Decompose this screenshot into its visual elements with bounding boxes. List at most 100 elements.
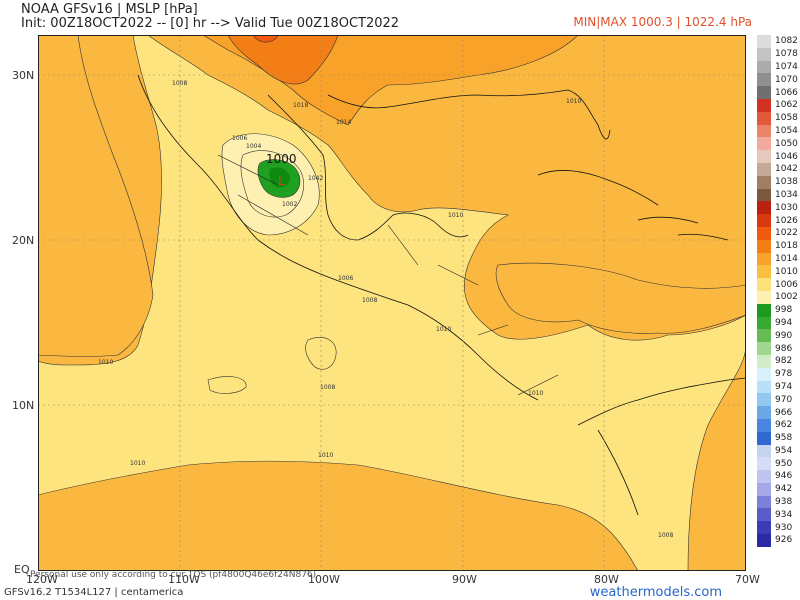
legend-label: 1010 (775, 266, 798, 277)
legend-item: 1006 (757, 278, 798, 291)
legend-item: 938 (757, 495, 797, 509)
isobar-label: 1010 (98, 359, 113, 366)
legend-label: 998 (775, 305, 793, 316)
legend-label: 962 (775, 420, 793, 431)
legend-item: 1042 (757, 162, 798, 176)
legend-swatch (757, 406, 771, 419)
legend-label: 1054 (775, 125, 798, 136)
legend-item: 982 (757, 354, 797, 368)
legend-swatch (757, 226, 771, 240)
legend-item: 1054 (757, 124, 798, 138)
isobar-label: 1006 (232, 135, 247, 142)
legend-item: 1046 (757, 150, 798, 163)
legend-swatch (757, 418, 771, 432)
legend-label: 938 (775, 497, 793, 508)
isobar-label: 1008 (320, 384, 335, 391)
legend-item: 974 (757, 380, 797, 394)
legend-label: 986 (775, 343, 793, 354)
legend-item: 962 (757, 418, 797, 432)
legend-label: 1082 (775, 36, 798, 47)
legend-swatch (757, 137, 771, 151)
isobar-label: 1002 (282, 201, 297, 208)
legend-swatch (757, 495, 771, 509)
isobar-label: 1008 (172, 80, 187, 87)
legend-swatch (757, 86, 771, 99)
legend-swatch (757, 508, 771, 522)
disclaimer: Personal use only according to cur TOS (… (30, 570, 317, 580)
legend-label: 930 (775, 522, 793, 533)
legend-label: 942 (775, 484, 793, 495)
legend-item: 990 (757, 329, 797, 343)
legend-swatch (757, 290, 771, 304)
legend-label: 1066 (775, 87, 798, 98)
isobar-label: 1004 (246, 143, 261, 150)
legend-label: 946 (775, 471, 793, 482)
legend-swatch (757, 329, 771, 343)
legend-item: 1026 (757, 214, 798, 227)
legend-swatch (757, 124, 771, 138)
legend-swatch (757, 265, 771, 279)
field-1010-east (495, 262, 746, 334)
coastline-cuba (537, 170, 729, 241)
legend-swatch (757, 111, 771, 125)
legend-label: 926 (775, 535, 793, 546)
legend-item: 966 (757, 406, 797, 419)
lon-label: 80W (594, 573, 619, 586)
isobar-label: 1014 (336, 119, 351, 126)
isobar-label: 1006 (338, 275, 353, 282)
field-1006-island2 (207, 376, 247, 394)
brand-link[interactable]: weathermodels.com (589, 585, 722, 600)
legend-item: 986 (757, 342, 797, 355)
isobar-label: 1010 (436, 326, 451, 333)
legend-item: 1022 (757, 226, 798, 240)
legend-swatch (757, 35, 771, 48)
legend-item: 942 (757, 482, 797, 496)
isobar-label: 1018 (293, 102, 308, 109)
isobar-label: 1008 (658, 532, 673, 539)
isobar-1002 (240, 150, 304, 218)
isobar-label: 1010 (566, 98, 581, 105)
lat-label: 20N (12, 234, 35, 247)
field-1018 (227, 35, 339, 85)
legend-label: 970 (775, 394, 793, 405)
low-core (269, 167, 290, 188)
lat-label: 30N (12, 69, 35, 82)
legend-label: 1018 (775, 241, 798, 252)
isobar-label: 1042 (308, 175, 323, 182)
legend-swatch (757, 393, 771, 407)
legend-label: 1006 (775, 279, 798, 290)
country-borders (217, 154, 559, 396)
legend-item: 998 (757, 303, 797, 317)
isobar-label: 1010 (528, 390, 543, 397)
model-info: GFSv16.2 T1534L127 | centamerica (4, 587, 184, 598)
init-valid-line: Init: 00Z18OCT2022 -- [0] hr --> Valid T… (21, 16, 400, 31)
legend-swatch (757, 175, 771, 189)
legend-label: 1070 (775, 74, 798, 85)
legend-item: 970 (757, 393, 797, 407)
legend-label: 1026 (775, 215, 798, 226)
color-legend: 1082 1078 1074 1070 1066 1062 1058 1054 1050 1046… (757, 35, 798, 547)
legend-swatch (757, 521, 771, 535)
legend-label: 954 (775, 445, 793, 456)
isobar-label: 1010 (130, 460, 145, 467)
legend-item: 1082 (757, 35, 798, 48)
legend-item: 1074 (757, 60, 798, 74)
legend-swatch (757, 457, 771, 471)
legend-item: 934 (757, 508, 797, 522)
legend-swatch (757, 214, 771, 227)
legend-label: 966 (775, 407, 793, 418)
isobar-label: 1008 (362, 297, 377, 304)
legend-label: 950 (775, 458, 793, 469)
legend-label: 1046 (775, 151, 798, 162)
lat-label: 10N (12, 399, 35, 412)
legend-label: 994 (775, 317, 793, 328)
legend-swatch (757, 188, 771, 202)
legend-label: 974 (775, 381, 793, 392)
field-1010-west (38, 35, 154, 357)
field-1006-main (38, 35, 746, 571)
lon-label: 120W (26, 573, 58, 586)
legend-swatch (757, 150, 771, 163)
coastline-gulf (327, 89, 611, 140)
graticule (38, 35, 746, 571)
legend-label: 1078 (775, 49, 798, 60)
